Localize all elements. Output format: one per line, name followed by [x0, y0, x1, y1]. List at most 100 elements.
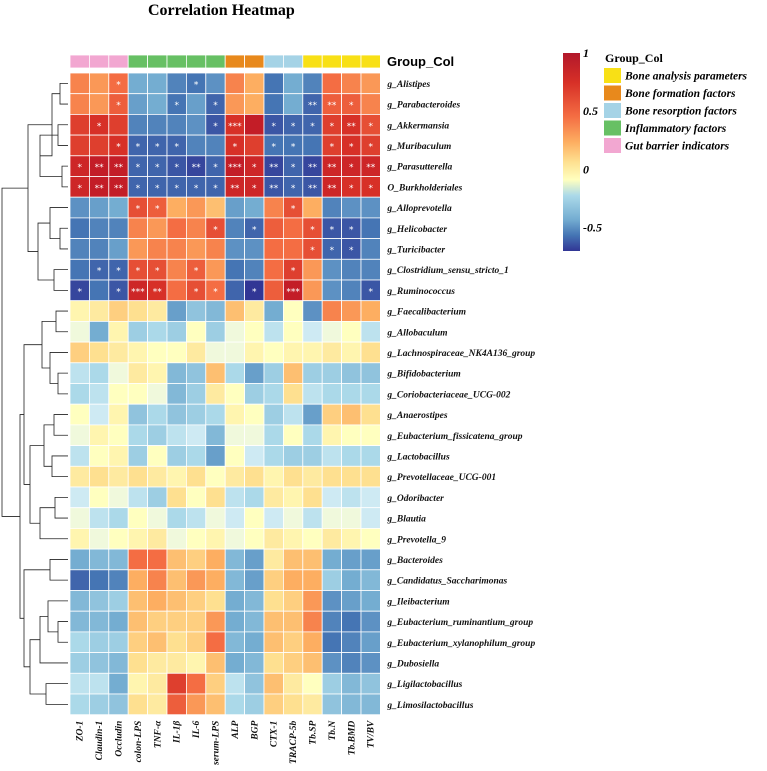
heatmap-cell [321, 507, 343, 529]
significance-mark: * [213, 287, 218, 297]
heatmap-cell [244, 528, 265, 550]
heatmap-cell [185, 114, 207, 136]
heatmap-cell [244, 341, 265, 364]
heatmap-cell [321, 652, 343, 674]
heatmap-cell [89, 93, 110, 115]
heatmap-cell [205, 362, 226, 384]
significance-mark: * [174, 163, 179, 173]
heatmap-cell [224, 279, 245, 302]
significance-mark: * [349, 163, 354, 173]
significance-mark: ** [308, 163, 318, 173]
group-legend: Bone analysis parameters Bone formation f… [604, 68, 748, 153]
row-label: g_Prevotella_9 [386, 535, 446, 545]
heatmap-cell [89, 279, 110, 302]
heatmap-cell [166, 465, 187, 488]
dendrogram-branch [41, 321, 56, 369]
heatmap-cell [185, 134, 207, 157]
significance-mark: ** [153, 287, 163, 297]
heatmap-cell [321, 424, 343, 446]
group-bar-cell [360, 54, 381, 69]
row-label: g_Akkermansia [386, 121, 449, 131]
heatmap-cell [166, 610, 187, 633]
heatmap-cell [302, 134, 323, 157]
row-label: g_Eubacterium_ruminantium_group [386, 618, 533, 628]
heatmap-cell [127, 672, 148, 695]
heatmap-cell [69, 672, 90, 695]
heatmap-cell [282, 569, 304, 591]
heatmap-cell [166, 300, 187, 322]
heatmap-cell [108, 424, 129, 446]
heatmap-cell [108, 403, 129, 426]
heatmap-cell [282, 383, 304, 405]
heatmap-cell [341, 590, 362, 612]
heatmap-cell [282, 610, 304, 633]
heatmap-cell [302, 341, 323, 364]
dendrogram-branch [19, 414, 24, 619]
heatmap-cell [302, 631, 323, 654]
heatmap-cell [127, 590, 148, 612]
heatmap-cell [166, 341, 187, 364]
heatmap-cell [263, 548, 284, 571]
heatmap-cell [263, 93, 284, 115]
heatmap-cell [147, 93, 168, 115]
heatmap-cell [127, 465, 148, 488]
group-bar-cell [108, 54, 129, 69]
heatmap-cell [360, 693, 381, 716]
colorbar-tick-label: 0.5 [583, 104, 598, 118]
column-label: TNF-α [153, 720, 163, 748]
heatmap-cell [263, 507, 284, 529]
significance-mark: * [252, 184, 257, 194]
heatmap-cell [263, 217, 284, 239]
heatmap-cell [69, 486, 90, 509]
significance-mark: * [116, 142, 121, 152]
heatmap-cell [244, 196, 265, 219]
heatmap-cell [302, 72, 323, 95]
heatmap-cell [341, 341, 362, 364]
heatmap-cell [108, 300, 129, 322]
significance-mark: * [291, 163, 296, 173]
heatmap-cell [69, 693, 90, 716]
heatmap-cell [205, 72, 226, 95]
heatmap-cell [147, 548, 168, 571]
colorbar [563, 53, 580, 251]
row-label: g_Eubacterium_xylanophilum_group [386, 639, 535, 649]
significance-mark: * [368, 184, 373, 194]
heatmap-cell [282, 72, 304, 95]
heatmap-cell [302, 486, 323, 509]
heatmap-cell [302, 569, 323, 591]
group-bar-cell [244, 54, 265, 69]
significance-marks: * ** * * ** ** ** * *** * * * * ** ** * * * * * * * * ** ** ** * * *… [77, 80, 375, 297]
heatmap-cell [166, 114, 187, 136]
heatmap-cell [147, 217, 168, 239]
heatmap-cell [224, 631, 245, 654]
significance-mark: * [349, 142, 354, 152]
heatmap-cell [166, 362, 187, 384]
heatmap-cell [244, 672, 265, 695]
significance-mark: * [174, 101, 179, 111]
row-label: g_Muribaculum [386, 142, 451, 152]
heatmap-cell [205, 320, 226, 343]
heatmap-cell [321, 300, 343, 322]
column-labels: ZO-1 Claudin-1 Occludin colon-LPS TNF-α IL-1β… [76, 720, 377, 766]
heatmap-cell [185, 383, 207, 405]
heatmap-cell [185, 548, 207, 571]
legend-label: Bone analysis parameters [624, 71, 748, 83]
row-label: g_Parabacteroides [386, 101, 460, 111]
column-group-bar [69, 54, 381, 69]
heatmap-cell [244, 238, 265, 260]
heatmap-cell [108, 238, 129, 260]
heatmap-cell [321, 486, 343, 509]
heatmap-cell [263, 424, 284, 446]
group-bar-cell [224, 54, 245, 69]
heatmap-cell [321, 465, 343, 488]
legend-swatch [604, 120, 621, 136]
heatmap-cell [263, 672, 284, 695]
significance-mark: * [174, 142, 179, 152]
row-label: g_Alloprevotella [386, 204, 452, 214]
significance-mark: ** [95, 184, 105, 194]
group-bar-cell [127, 54, 148, 69]
significance-mark: * [330, 142, 335, 152]
significance-mark: * [310, 122, 315, 132]
heatmap-cell [282, 424, 304, 446]
heatmap-cell [321, 672, 343, 695]
